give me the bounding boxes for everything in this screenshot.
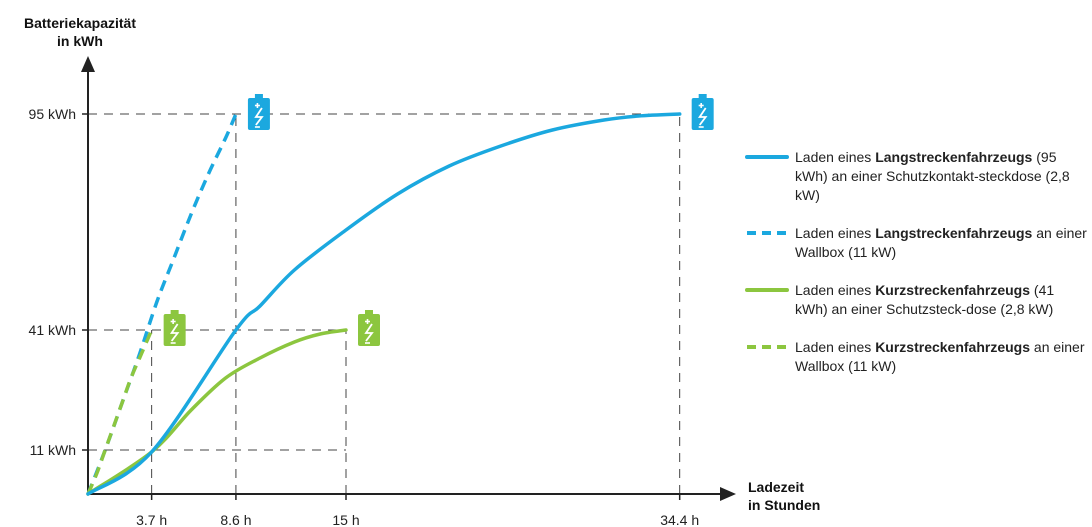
x-tick-label: 34.4 h bbox=[660, 512, 699, 527]
legend: Laden eines Langstreckenfahrzeugs (95 kW… bbox=[745, 148, 1090, 395]
battery-charging-icon bbox=[163, 310, 186, 346]
legend-item-short-socket: Laden eines Kurzstreckenfahrzeugs (41 kW… bbox=[745, 281, 1090, 319]
y-axis-title: Batteriekapazität in kWh bbox=[0, 14, 160, 50]
x-tick-label: 8.6 h bbox=[220, 512, 251, 527]
legend-text-prefix: Laden eines bbox=[795, 282, 876, 298]
battery-charging-icon bbox=[691, 94, 714, 130]
x-axis-arrow bbox=[720, 487, 736, 501]
legend-text-bold: Kurzstreckenfahrzeugs bbox=[875, 282, 1031, 298]
legend-item-long-wallbox: Laden eines Langstreckenfahrzeugs an ein… bbox=[745, 224, 1090, 262]
legend-item-long-socket: Laden eines Langstreckenfahrzeugs (95 kW… bbox=[745, 148, 1090, 205]
x-axis-title-line-1: Ladezeit bbox=[748, 479, 805, 495]
legend-item-short-wallbox: Laden eines Kurzstreckenfahrzeugs an ein… bbox=[745, 338, 1090, 376]
legend-text-suffix: an einer Wallbox (11 kW) bbox=[795, 339, 1085, 374]
legend-text-bold: Kurzstreckenfahrzeugs bbox=[875, 339, 1031, 355]
legend-text-suffix: (41 kWh) an einer Schutzsteck-dose (2,8 … bbox=[795, 282, 1055, 317]
y-tick-label: 95 kWh bbox=[29, 106, 76, 122]
legend-swatch-short-socket bbox=[745, 288, 789, 292]
x-axis-title-line-2: in Stunden bbox=[748, 497, 821, 513]
x-tick-label: 15 h bbox=[332, 512, 359, 527]
x-axis-title: Ladezeit in Stunden bbox=[748, 478, 820, 514]
battery-charging-icon bbox=[358, 310, 380, 346]
battery-charging-icon bbox=[247, 94, 270, 130]
legend-swatch-long-socket bbox=[745, 155, 789, 159]
y-axis-title-line-2: in kWh bbox=[57, 33, 103, 49]
series-line-short-socket bbox=[86, 328, 348, 496]
series-line-short-wallbox bbox=[86, 329, 154, 495]
legend-swatch-short-wallbox bbox=[747, 345, 787, 349]
legend-swatch-long-wallbox bbox=[747, 231, 787, 235]
legend-text-bold: Langstreckenfahrzeugs bbox=[875, 225, 1033, 241]
y-tick-label: 41 kWh bbox=[29, 322, 76, 338]
series-line-long-socket bbox=[86, 112, 682, 496]
legend-text-suffix: (95 kWh) an einer Schutzkontakt-steckdos… bbox=[795, 149, 1070, 203]
y-tick-label: 11 kWh bbox=[30, 442, 76, 458]
legend-text-prefix: Laden eines bbox=[795, 149, 876, 165]
legend-text-bold: Langstreckenfahrzeugs bbox=[875, 149, 1033, 165]
x-tick-label: 3.7 h bbox=[136, 512, 167, 527]
legend-text-prefix: Laden eines bbox=[795, 339, 876, 355]
legend-text-suffix: an einer Wallbox (11 kW) bbox=[795, 225, 1087, 260]
y-axis-title-line-1: Batteriekapazität bbox=[23, 15, 137, 31]
y-axis-arrow bbox=[81, 56, 95, 72]
legend-text-prefix: Laden eines bbox=[795, 225, 876, 241]
